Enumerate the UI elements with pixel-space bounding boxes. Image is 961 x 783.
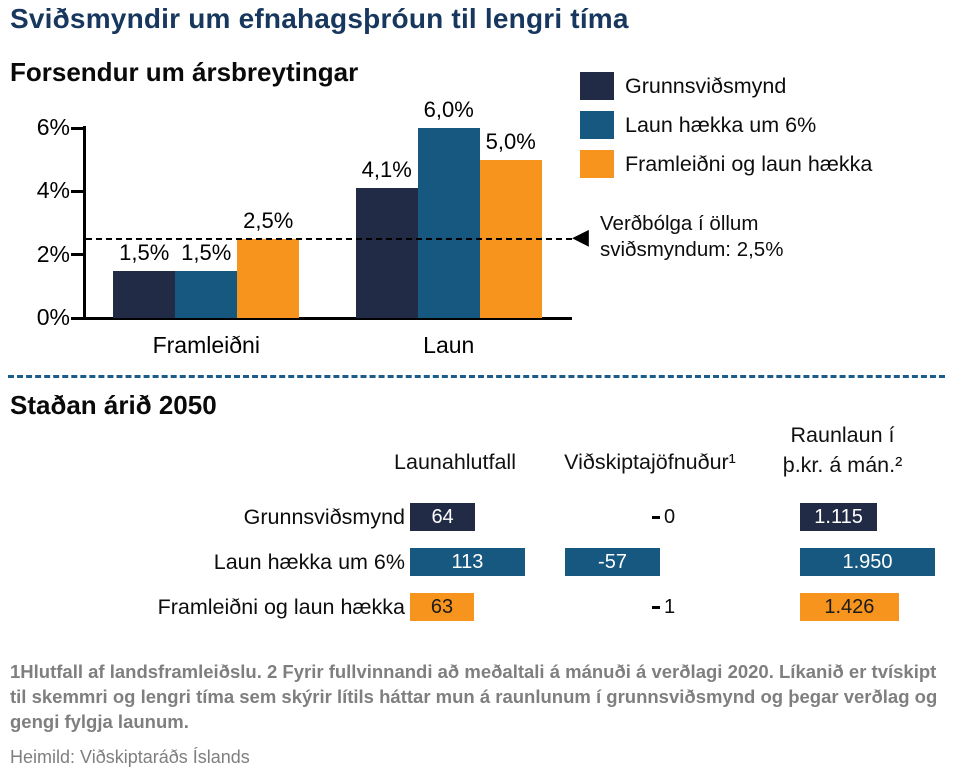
y-tick-label: 2% xyxy=(36,240,70,267)
bar xyxy=(417,128,480,318)
bar-raunlaun: 1.426 xyxy=(800,593,899,621)
bar xyxy=(113,270,176,318)
source-note: Heimild: Viðskiptaráðs Íslands xyxy=(10,747,250,767)
legend-swatch xyxy=(580,111,614,139)
bar-launahlutfall-value: 63 xyxy=(430,595,454,618)
row-label: Grunnsviðsmynd xyxy=(243,505,405,529)
bar-raunlaun-value: 1.950 xyxy=(842,550,893,573)
bar-launahlutfall-value: 113 xyxy=(451,550,484,573)
legend-label: Grunnsviðsmynd xyxy=(625,73,787,98)
bar-vidskiptajofnudur: -57 xyxy=(565,548,660,576)
vidskiptajofnudur-value: 0 xyxy=(664,506,676,528)
x-category-label: Laun xyxy=(423,332,475,358)
y-tick-label: 6% xyxy=(36,114,70,140)
legend-item: Laun hækka um 6% xyxy=(580,111,872,139)
bar-value-label: 1,5% xyxy=(119,239,170,265)
y-axis-line xyxy=(83,126,86,320)
y-tick-label: 4% xyxy=(36,177,70,204)
y-tick-mark xyxy=(71,316,83,320)
chart2-title: Staðan árið 2050 xyxy=(10,390,217,420)
bar-value-label: 1,5% xyxy=(181,239,232,265)
column-header-raunlaun-line1: Raunlaun í xyxy=(790,423,895,447)
bar-raunlaun: 1.950 xyxy=(800,548,935,576)
legend-label: Framleiðni og laun hækka xyxy=(625,151,873,176)
bar-launahlutfall-value: 64 xyxy=(431,505,454,528)
column-header-raunlaun-line2: þ.kr. á mán.² xyxy=(782,453,903,477)
bar-vidskiptajofnudur-value: -57 xyxy=(598,550,627,573)
bar xyxy=(237,238,300,318)
column-header-raunlaun: Raunlaun í þ.kr. á mán.² xyxy=(760,420,925,480)
y-tick-mark xyxy=(71,126,83,130)
vidskiptajofnudur-value: 1 xyxy=(664,596,676,618)
arrow-left-icon: ◀ xyxy=(572,224,589,249)
bar-value-label: 5,0% xyxy=(485,128,536,154)
column-header-launahlutfall: Launahlutfall xyxy=(394,450,516,474)
bar-raunlaun: 1.115 xyxy=(800,503,878,531)
legend: Grunnsviðsmynd Laun hækka um 6% Framleiðni… xyxy=(580,72,872,189)
y-tick-mark xyxy=(71,189,83,193)
axis-tick-mark xyxy=(652,606,660,609)
bar-value-label: 6,0% xyxy=(423,97,474,122)
bar-launahlutfall: 63 xyxy=(410,593,475,621)
bar-launahlutfall: 113 xyxy=(410,548,525,576)
bar-raunlaun-value: 1.426 xyxy=(824,595,875,618)
legend-item: Framleiðni og laun hækka xyxy=(580,150,872,178)
chart1-title: Forsendur um ársbreytingar xyxy=(10,57,359,87)
bar-raunlaun-value: 1.115 xyxy=(814,505,863,528)
bar-value-label: 2,5% xyxy=(243,207,294,233)
bar-launahlutfall: 64 xyxy=(410,503,476,531)
y-tick-label: 0% xyxy=(36,304,70,330)
row-label: Laun hækka um 6% xyxy=(213,550,405,574)
legend-item: Grunnsviðsmynd xyxy=(580,72,872,100)
inflation-reference-line xyxy=(86,237,572,240)
x-category-label: Framleiðni xyxy=(152,332,260,358)
legend-label: Laun hækka um 6% xyxy=(625,112,817,137)
bar-value-label: 4,1% xyxy=(361,157,412,183)
axis-tick-mark xyxy=(652,516,660,519)
legend-swatch xyxy=(580,150,614,178)
row-label: Framleiðni og laun hækka xyxy=(157,595,405,619)
bar xyxy=(355,188,418,318)
footnote: 1Hlutfall af landsframleiðslu. 2 Fyrir f… xyxy=(10,661,938,732)
legend-swatch xyxy=(580,72,614,100)
column-header-vidskiptajofnudur: Viðskiptajöfnuður¹ xyxy=(564,450,736,474)
inflation-annotation: Verðbólga í öllum sviðsmyndum: 2,5% xyxy=(600,212,784,261)
y-tick-mark xyxy=(71,253,83,257)
page-title: Sviðsmyndir um efnahagsþróun til lengri … xyxy=(10,3,629,34)
bar xyxy=(175,270,238,318)
section-divider xyxy=(8,375,945,378)
x-axis-line xyxy=(83,317,572,320)
